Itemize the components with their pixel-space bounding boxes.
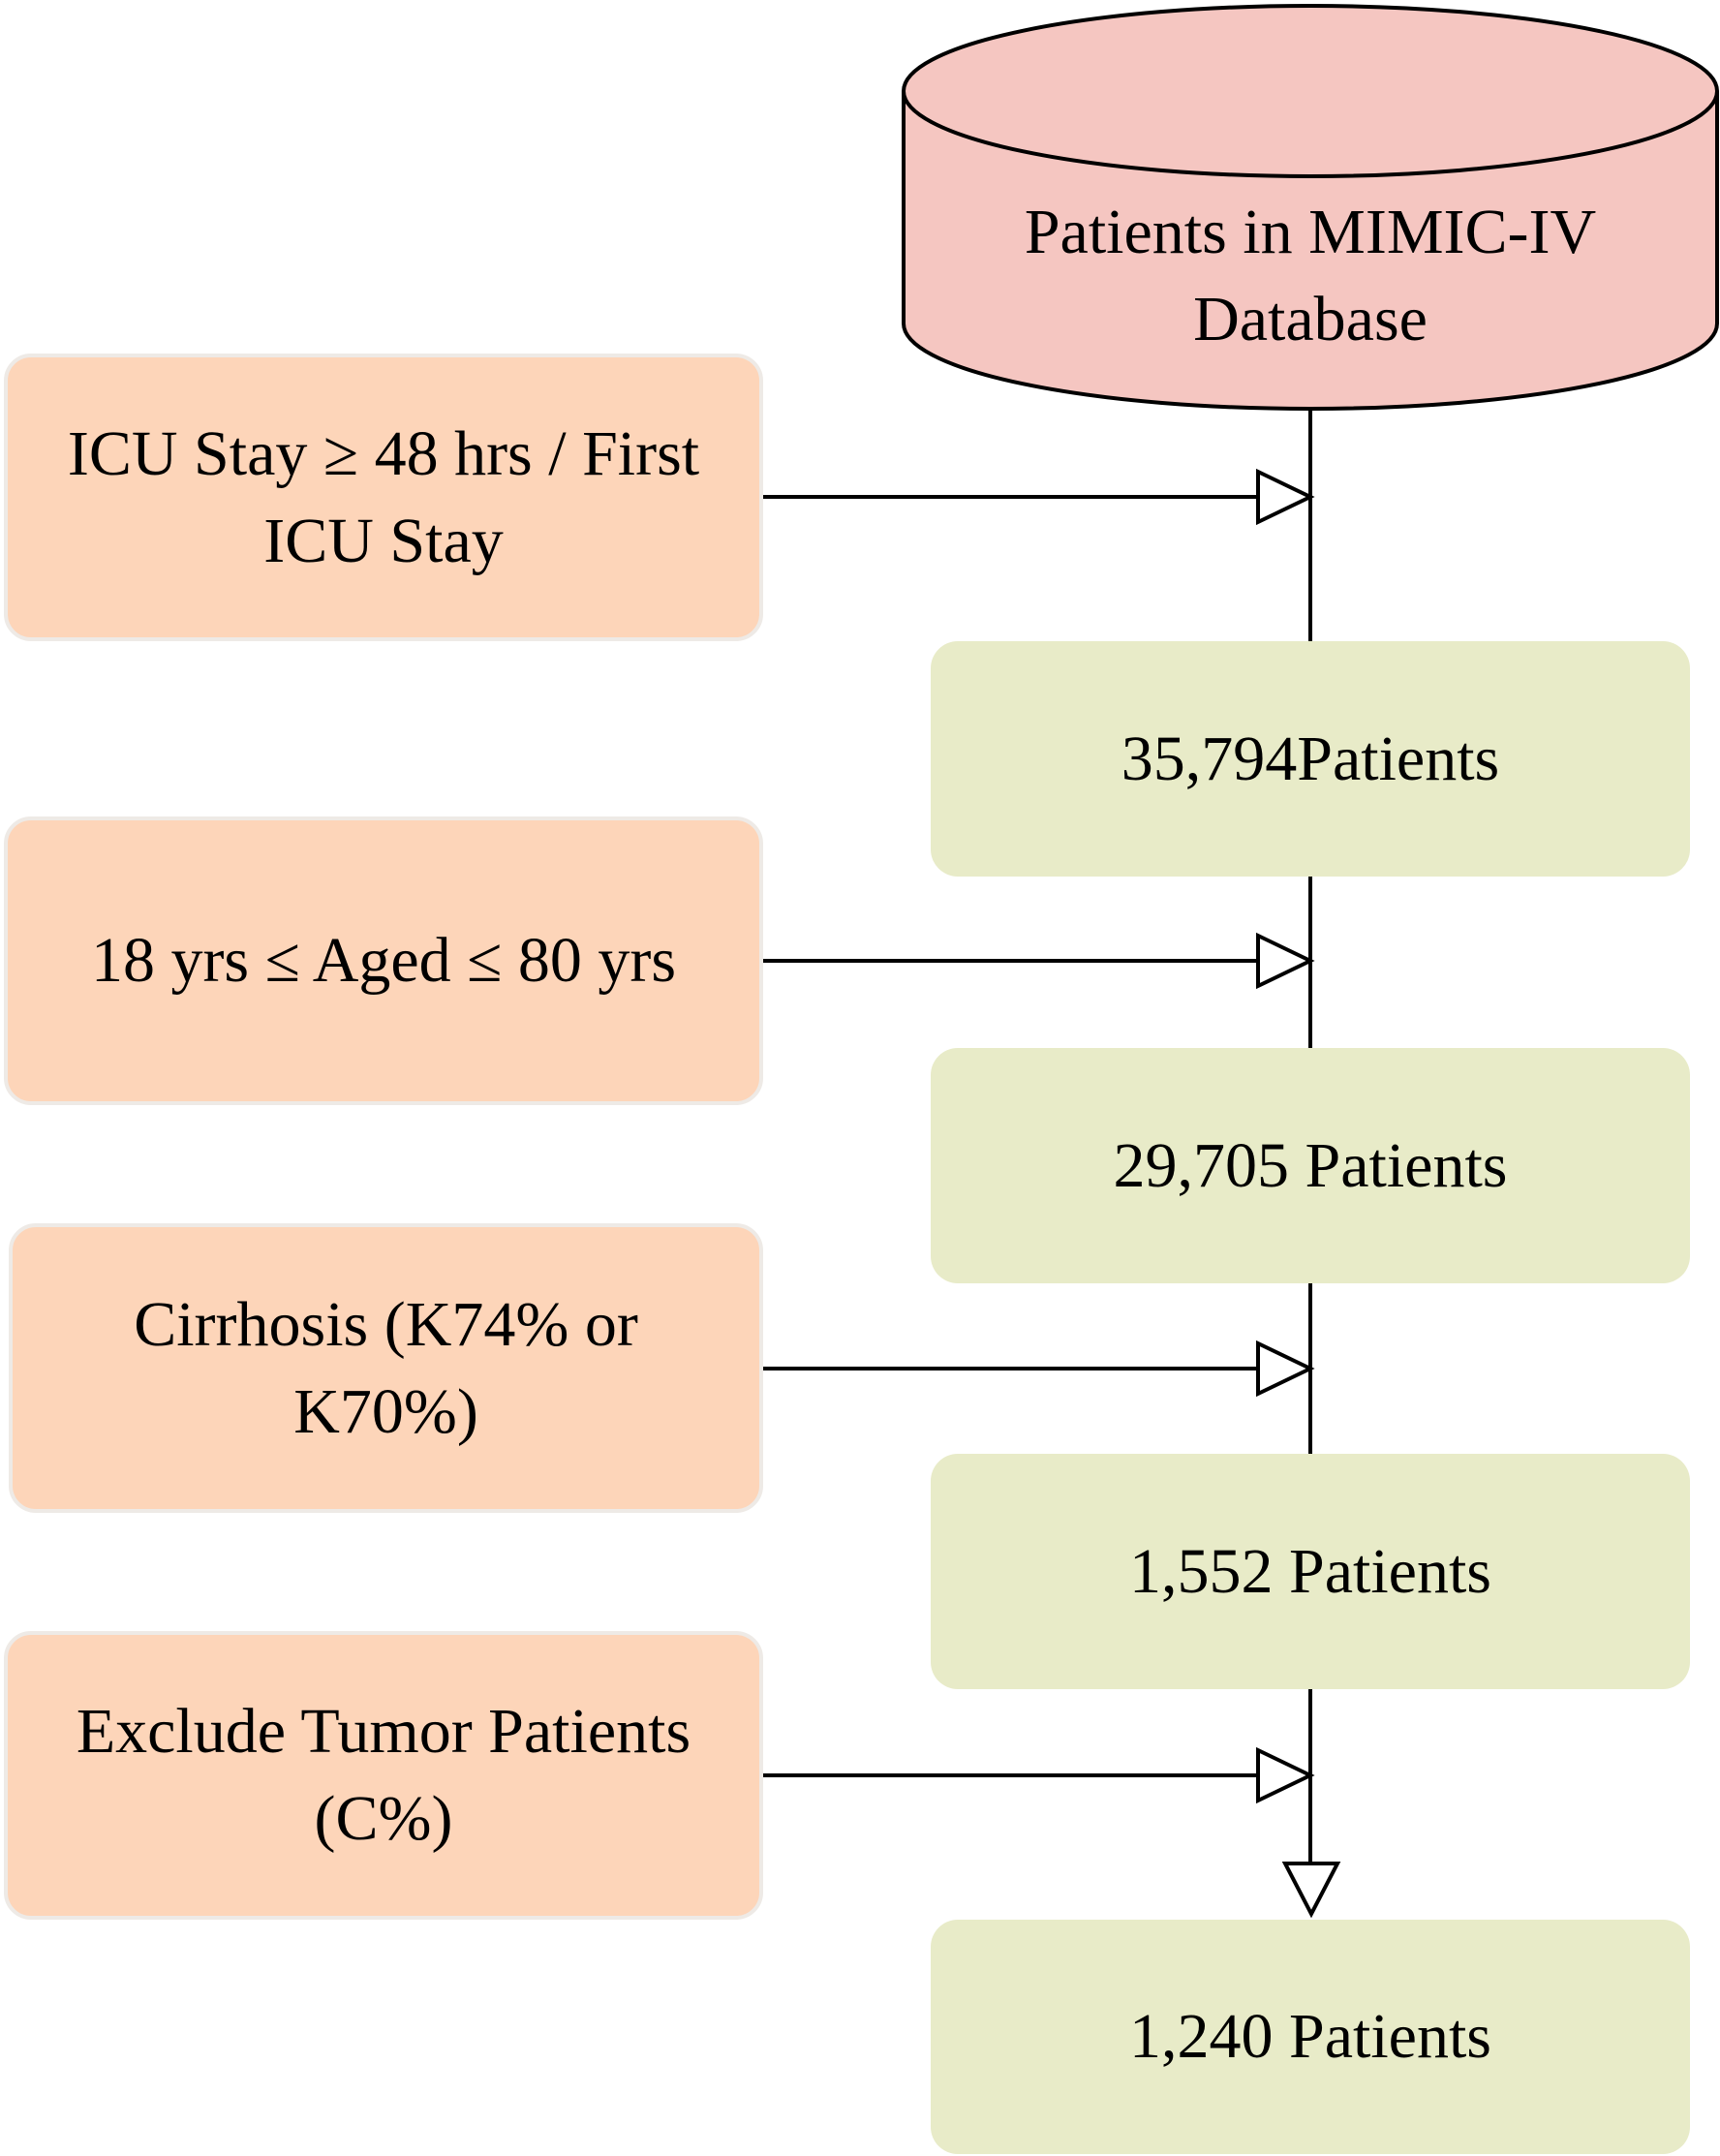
arrow-head xyxy=(1256,1746,1315,1804)
criterion-box: Cirrhosis (K74% or K70%) xyxy=(9,1223,763,1513)
criterion-box: Exclude Tumor Patients (C%) xyxy=(4,1631,763,1920)
text-line: 18 yrs ≤ Aged ≤ 80 yrs xyxy=(90,925,677,996)
criterion-box: 18 yrs ≤ Aged ≤ 80 yrs xyxy=(4,816,763,1105)
count-box: 35,794Patients xyxy=(931,641,1690,877)
text-line: 29,705 Patients xyxy=(1113,1129,1508,1201)
text-line: Patients in MIMIC-IV xyxy=(1024,197,1597,267)
text-line: Cirrhosis (K74% or xyxy=(134,1288,638,1360)
database-top xyxy=(902,4,1719,178)
arrow-head-down xyxy=(1281,1862,1341,1919)
criterion-box: ICU Stay ≥ 48 hrs / First ICU Stay xyxy=(4,354,763,641)
count-box: 1,552 Patients xyxy=(931,1454,1690,1689)
arrow-head xyxy=(1256,932,1315,990)
arrow-head xyxy=(1256,468,1315,526)
text-line: (C%) xyxy=(314,1783,453,1854)
count-box: 29,705 Patients xyxy=(931,1048,1690,1283)
text-line: ICU Stay xyxy=(263,505,504,576)
text-line: 1,552 Patients xyxy=(1129,1535,1491,1607)
database-label: Patients in MIMIC-IV Database xyxy=(904,189,1717,363)
text-line: Database xyxy=(1193,284,1428,354)
text-line: ICU Stay ≥ 48 hrs / First xyxy=(67,417,700,489)
count-box: 1,240 Patients xyxy=(931,1920,1690,2154)
text-line: 35,794Patients xyxy=(1121,723,1500,794)
text-line: Exclude Tumor Patients xyxy=(76,1696,691,1767)
arrow-head xyxy=(1256,1340,1315,1398)
text-line: K70%) xyxy=(293,1375,478,1447)
text-line: 1,240 Patients xyxy=(1129,2001,1491,2072)
